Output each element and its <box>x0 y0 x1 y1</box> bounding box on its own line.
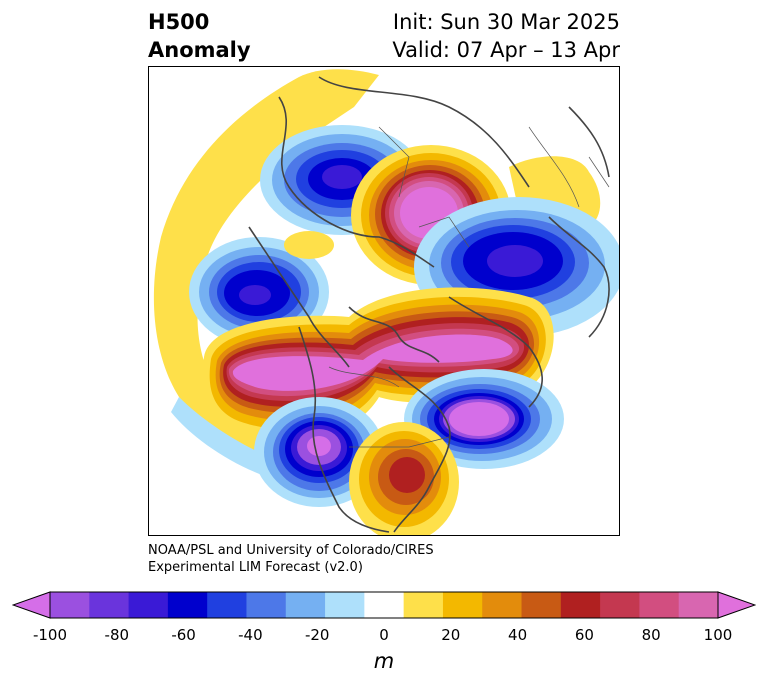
colorbar <box>12 591 756 619</box>
positive-top <box>299 69 379 108</box>
coastlines <box>248 76 610 533</box>
colorbar-segment <box>325 592 365 618</box>
colorbar-tick-label: 60 <box>574 626 594 644</box>
credit-line-2: Experimental LIM Forecast (v2.0) <box>148 560 363 575</box>
colorbar-tick-label: 0 <box>379 626 389 644</box>
colorbar-segment <box>285 592 326 618</box>
field-name: H500 <box>148 10 210 34</box>
colorbar-segment <box>639 592 680 618</box>
credit-line-1: NOAA/PSL and University of Colorado/CIRE… <box>148 543 434 558</box>
negative-atlantic <box>404 369 564 469</box>
colorbar-segment <box>442 592 483 618</box>
colorbar-segment <box>560 592 601 618</box>
colorbar-segment <box>246 592 287 618</box>
negative-europe <box>414 197 619 337</box>
colorbar-segment <box>521 592 562 618</box>
colorbar-tick-label: 20 <box>441 626 461 644</box>
colorbar-tick-label: -60 <box>171 626 196 644</box>
colorbar-tick-label: -100 <box>32 626 68 644</box>
forecast-dates: Init: Sun 30 Mar 2025 Valid: 07 Apr – 13… <box>392 8 620 64</box>
colorbar-tick-label: 80 <box>641 626 661 644</box>
colorbar-segment <box>364 592 405 618</box>
colorbar-segment <box>678 592 719 618</box>
colorbar-unit: m <box>373 649 395 673</box>
negative-western-us <box>254 397 384 507</box>
colorbar-tick-label: -20 <box>304 626 330 644</box>
colorbar-frame <box>49 591 719 619</box>
colorbar-segment <box>167 592 208 618</box>
colorbar-segment <box>600 592 640 618</box>
colorbar-tick-label: 100 <box>703 626 733 644</box>
field-subtitle: Anomaly <box>148 38 251 62</box>
positive-small-siberia <box>284 231 334 259</box>
map-canvas <box>153 69 619 535</box>
colorbar-segment <box>50 592 90 618</box>
colorbar-segment <box>128 592 169 618</box>
colorbar-tick-label: -80 <box>104 626 130 644</box>
map-title: H500 Anomaly <box>148 8 251 64</box>
colorbar-extend-low <box>12 591 51 619</box>
positive-southeast-us <box>349 422 459 535</box>
valid-dates: Valid: 07 Apr – 13 Apr <box>392 38 620 62</box>
init-date: Init: Sun 30 Mar 2025 <box>392 10 620 34</box>
positive-band <box>202 287 554 440</box>
anomaly-map <box>148 66 620 536</box>
colorbar-segment <box>89 592 130 618</box>
colorbar-segment <box>207 592 247 618</box>
colorbar-tick-label: 40 <box>508 626 528 644</box>
colorbar-segment <box>482 592 523 618</box>
colorbar-segment <box>403 592 444 618</box>
colorbar-extend-high <box>717 591 756 619</box>
borders <box>328 126 610 448</box>
colorbar-tick-label: -40 <box>238 626 263 644</box>
credit-text: NOAA/PSL and University of Colorado/CIRE… <box>148 542 434 576</box>
